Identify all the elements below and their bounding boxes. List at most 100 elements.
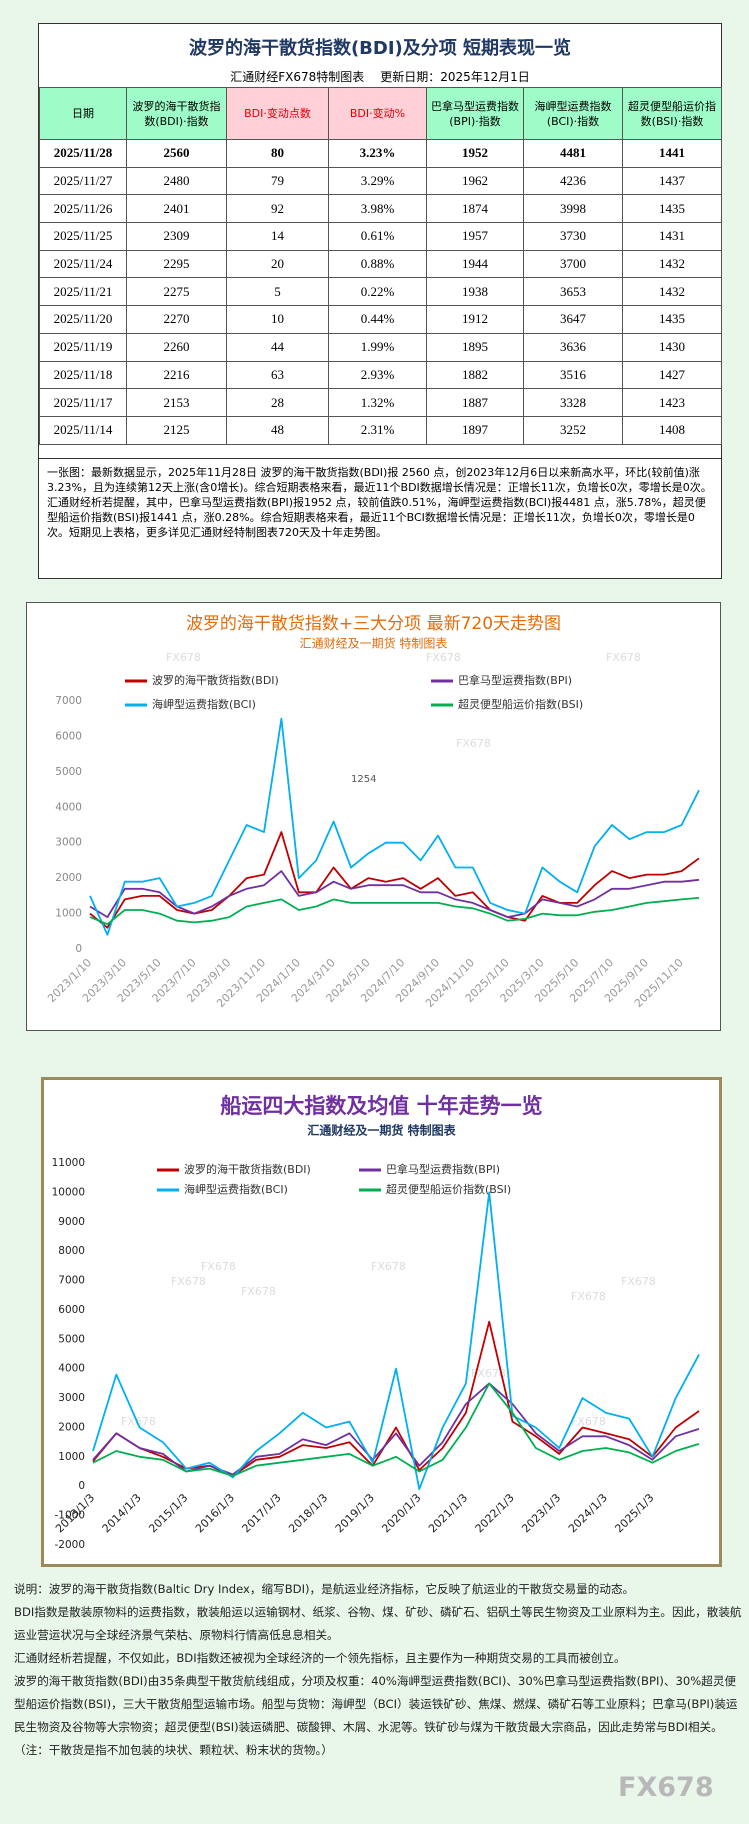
table-cell: 2025/11/19 [39,332,127,362]
table-cell: 2025/11/20 [39,305,127,334]
header-cell: 海岬型运费指数(BCI)·指数 [523,87,623,140]
table-cell: 2216 [126,360,227,390]
watermark: FX678 [471,1367,506,1380]
table-cell: 1408 [622,415,722,445]
table-panel: 波罗的海干散货指数(BDI)及分项 短期表现一览 汇通财经FX678特制图表 更新… [38,23,722,579]
y-tick-label: 6000 [55,730,82,742]
table-cell: 1427 [622,360,722,390]
table-cell: 1897 [426,415,524,445]
y-tick-label: 10000 [52,1186,85,1198]
table-row: 2025/11/21 2275 5 0.22% 1938 3653 1432 [39,277,722,307]
table-cell: 2025/11/17 [39,388,127,417]
table-cell: 1952 [426,139,524,168]
table-cell: 80 [226,139,329,168]
table-row: 2025/11/14 2125 48 2.31% 1897 3252 1408 [39,415,722,445]
chart-subtitle: 汇通财经及一期货 特制图表 [307,1123,456,1138]
watermark: FX678 [571,1290,606,1303]
series-line [89,717,700,936]
y-tick-label: 3000 [58,1392,85,1404]
header-cell: BDI·变动% [328,87,427,140]
legend-label: 巴拿马型运费指数(BPI) [386,1162,500,1176]
y-tick-label: 5000 [55,766,82,778]
legend-label: 巴拿马型运费指数(BPI) [458,673,572,687]
y-tick-label: 6000 [58,1304,85,1316]
table-cell: 28 [226,388,329,417]
table-cell: 2025/11/14 [39,415,127,445]
table-cell: 3636 [523,332,623,362]
header-cell: 巴拿马型运费指数(BPI)·指数 [426,87,524,140]
chart-title: 波罗的海干散货指数+三大分项 最新720天走势图 [186,614,561,634]
table-cell: 4236 [523,166,623,196]
table-cell: 2.93% [328,360,427,390]
legend-label: 超灵便型船运价指数(BSI) [458,697,583,711]
table-cell: 2025/11/21 [39,277,127,307]
table-row: 2025/11/17 2153 28 1.32% 1887 3328 1423 [39,388,722,417]
table-cell: 3.98% [328,194,427,224]
table-cell: 1.32% [328,388,427,417]
table-row: 2025/11/24 2295 20 0.88% 1944 3700 1432 [39,249,722,279]
table-row: 2025/11/26 2401 92 3.98% 1874 3998 1435 [39,194,722,224]
table-cell: 2025/11/18 [39,360,127,390]
table-cell: 2025/11/25 [39,222,127,251]
table-cell: 1430 [622,332,722,362]
table-cell: 2153 [126,388,227,417]
chart-title: 船运四大指数及均值 十年走势一览 [220,1094,542,1118]
table-cell: 92 [226,194,329,224]
table-cell: 79 [226,166,329,196]
note-paragraph: BDI指数是散装原物料的运费指数，散装船运以运输钢材、纸浆、谷物、煤、矿砂、磷矿… [14,1605,742,1642]
table-cell: 3653 [523,277,623,307]
series-line [92,1382,700,1477]
y-tick-label: 3000 [55,837,82,849]
y-tick-label: 11000 [52,1157,85,1169]
table-cell: 3328 [523,388,623,417]
note-paragraph: 说明：波罗的海干散货指数(Baltic Dry Index，缩写BDI)，是航运… [14,1582,635,1596]
series-line [92,1191,700,1491]
table-cell: 1423 [622,388,722,417]
header-row: 日期 波罗的海干散货指数(BDI)·指数 BDI·变动点数 BDI·变动% 巴拿马型运费… [39,87,722,140]
table-cell: 2025/11/28 [39,139,127,168]
table-cell: 5 [226,277,329,307]
table-cell: 2025/11/26 [39,194,127,224]
table-cell: 4481 [523,139,623,168]
header-cell: 波罗的海干散货指数(BDI)·指数 [126,87,227,140]
y-tick-label: 2000 [58,1421,85,1433]
table-cell: 1895 [426,332,524,362]
table-cell: 0.88% [328,249,427,279]
table-cell: 1.99% [328,332,427,362]
table-cell: 1887 [426,388,524,417]
watermark: FX678 [606,651,641,664]
y-tick-label: 0 [75,943,82,955]
note-paragraph: 波罗的海干散货指数(BDI)由35条典型干散货航线组成，分项及权重：40%海岬型… [14,1674,738,1757]
y-tick-label: -1000 [54,1510,85,1522]
watermark: FX678 [618,1772,714,1803]
chart-720d: FX678 FX678 FX678 FX678 FX678 FX678 波罗的海干散货指数+… [26,602,721,1031]
chart-frame [41,1077,722,1567]
update-date: 更新日期：2025年12月1日 [380,70,530,84]
watermark: FX678 [166,651,201,664]
y-tick-label: 1000 [58,1451,85,1463]
chart-frame [26,602,721,1031]
watermark: FX678 [201,1260,236,1273]
y-tick-label: 0 [78,1480,85,1492]
legend-label: 波罗的海干散货指数(BDI) [184,1162,311,1176]
table-cell: 3.23% [328,139,427,168]
chart-subtitle: 汇通财经及一期货 特制图表 [300,636,448,651]
table-cell: 2125 [126,415,227,445]
table-cell: 2309 [126,222,227,251]
watermark: FX678 [171,1275,206,1288]
series-line [92,1320,700,1477]
table-cell: 1435 [622,305,722,334]
y-tick-label: 5000 [58,1333,85,1345]
y-tick-label: 9000 [58,1216,85,1228]
watermark: FX678 [241,1285,276,1298]
table-cell: 1912 [426,305,524,334]
table-cell: 0.61% [328,222,427,251]
y-tick-label: 8000 [58,1245,85,1257]
table-cell: 3.29% [328,166,427,196]
table-cell: 1431 [622,222,722,251]
note-paragraph: 汇通财经析若提醒，不仅如此，BDI指数还被视为全球经济的一个领先指标，且主要作为… [14,1651,626,1665]
table-cell: 1435 [622,194,722,224]
annotation: 1254 [351,774,376,785]
y-tick-label: -2000 [54,1539,85,1551]
table-row: 2025/11/19 2260 44 1.99% 1895 3636 1430 [39,332,722,362]
